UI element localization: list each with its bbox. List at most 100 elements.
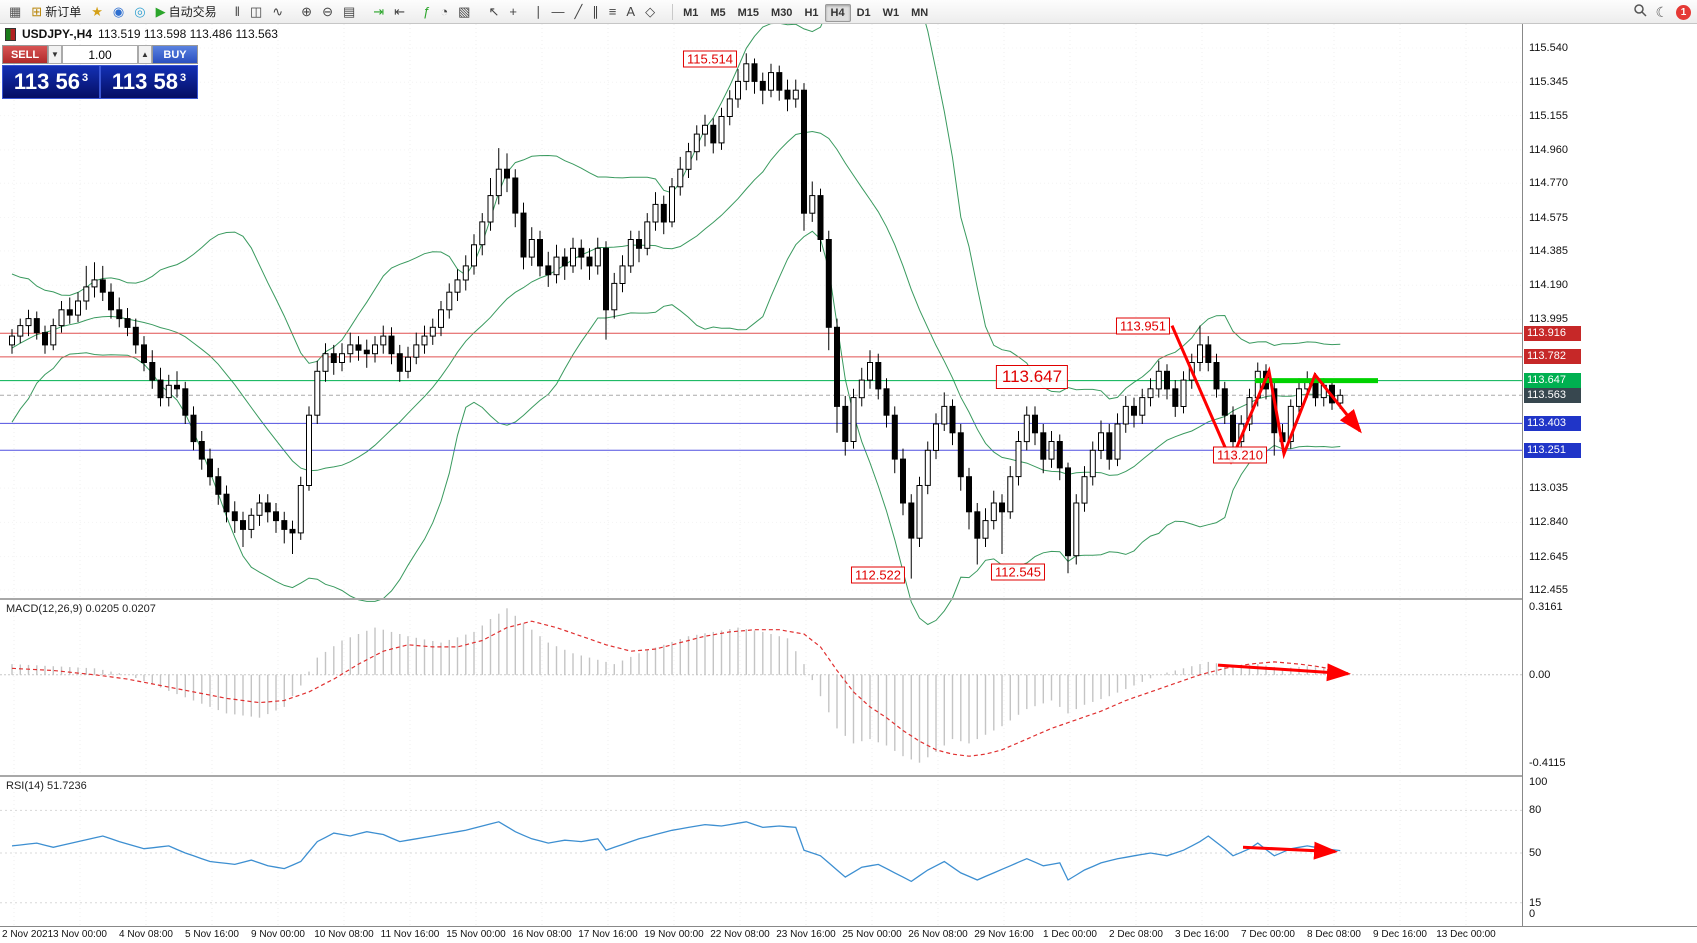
timeframe-button-h4[interactable]: H4 xyxy=(824,3,851,22)
search-icon[interactable] xyxy=(1633,3,1647,22)
macd-pane-separator[interactable] xyxy=(0,598,1697,600)
vertical-line-icon: ∣ xyxy=(534,4,542,19)
price-axis-label: 113.995 xyxy=(1529,313,1568,326)
macd-axis-label: 0.00 xyxy=(1529,668,1551,681)
candlestick-chart-icon[interactable]: ◫ xyxy=(245,1,267,22)
channel-icon: ∥ xyxy=(592,4,599,19)
templates-icon[interactable]: ▧ xyxy=(453,1,475,22)
auto-trading-button-label: 自动交易 xyxy=(168,5,217,19)
vertical-line-icon[interactable]: ∣ xyxy=(530,1,547,22)
price-axis-label: 114.960 xyxy=(1529,143,1568,156)
new-order-button: ⊞ xyxy=(31,4,43,19)
timeframe-button-d1[interactable]: D1 xyxy=(856,6,871,19)
candlesticks xyxy=(9,53,1344,579)
lot-size-input[interactable] xyxy=(62,45,138,64)
time-axis-label: 8 Dec 08:00 xyxy=(1307,929,1361,940)
indicators-icon: ƒ xyxy=(423,4,431,19)
price-axis-label: 112.455 xyxy=(1529,584,1568,596)
timeframe-button-h1[interactable]: H1 xyxy=(804,6,819,19)
price-level-box: 113.782 xyxy=(1524,349,1581,365)
bid-price-point: 3 xyxy=(81,72,89,84)
price-annotation[interactable]: 113.647 xyxy=(995,364,1069,389)
fibonacci-icon: ≡ xyxy=(608,4,617,19)
market-watch-icon[interactable]: ◉ xyxy=(108,1,129,22)
price-axis-label: 115.540 xyxy=(1529,42,1568,54)
time-axis-label: 10 Nov 08:00 xyxy=(314,929,374,940)
buy-button[interactable]: BUY xyxy=(152,45,198,64)
horizontal-line-icon[interactable]: ― xyxy=(546,1,569,22)
tile-windows-icon[interactable]: ▤ xyxy=(338,1,360,22)
rsi-axis-label: 50 xyxy=(1529,847,1542,859)
channel-icon[interactable]: ∥ xyxy=(587,1,604,22)
night-mode-icon[interactable]: ☾ xyxy=(1655,3,1668,20)
shapes-icon[interactable]: ◇ xyxy=(640,1,660,22)
timeframe-button-m30[interactable]: M30 xyxy=(771,6,793,19)
price-annotation[interactable]: 113.210 xyxy=(1212,446,1268,464)
sell-button[interactable]: SELL xyxy=(2,45,48,64)
text-icon[interactable]: A xyxy=(621,1,640,22)
time-axis-label: 3 Nov 00:00 xyxy=(53,929,107,940)
zoom-in-icon[interactable]: ⊕ xyxy=(296,1,317,22)
chart-title: USDJPY-,H4 113.519 113.598 113.486 113.5… xyxy=(5,27,278,41)
price-annotation[interactable]: 113.951 xyxy=(1115,317,1171,335)
timeframe-button-w1[interactable]: W1 xyxy=(882,6,900,19)
price-axis[interactable]: 115.540 115.345 115.155 114.960 114.770 114.5… xyxy=(1522,24,1697,926)
chart-shift-icon[interactable]: ⇤ xyxy=(389,1,410,22)
cursor-icon[interactable]: ↖ xyxy=(483,1,504,22)
zoom-out-icon: ⊖ xyxy=(322,4,333,19)
time-axis[interactable]: 2 Nov 2021 3 Nov 00:00 4 Nov 08:00 5 Nov 16… xyxy=(0,926,1697,943)
price-level-box: 113.916 xyxy=(1524,325,1581,341)
tile-windows-icon: ▤ xyxy=(342,4,356,19)
ask-price-display[interactable]: 113 58 3 xyxy=(100,65,198,99)
zoom-out-icon[interactable]: ⊖ xyxy=(317,1,338,22)
auto-trading-button[interactable]: ▶ 自动交易 xyxy=(151,1,222,22)
timeframe-button-m15[interactable]: M15 xyxy=(737,6,760,19)
price-annotation[interactable]: 115.514 xyxy=(682,50,738,67)
time-axis-label: 13 Dec 00:00 xyxy=(1436,929,1496,940)
price-annotation[interactable]: 112.522 xyxy=(850,566,906,584)
one-click-trading-panel: SELL ▼ ▲ BUY 113 563 113 583 xyxy=(2,45,198,99)
fibonacci-icon[interactable]: ≡ xyxy=(604,1,622,22)
timeframe-button-mn[interactable]: MN xyxy=(911,6,929,19)
time-axis-label: 25 Nov 00:00 xyxy=(842,929,902,940)
rsi-trend-arrow[interactable] xyxy=(1242,841,1338,860)
new-chart-icon[interactable]: ▦ xyxy=(4,1,26,22)
notification-badge[interactable]: 1 xyxy=(1676,4,1691,20)
candlestick-chart-icon: ◫ xyxy=(249,4,263,19)
time-axis-label: 2 Nov 2021 xyxy=(2,929,54,940)
price-axis-label: 112.645 xyxy=(1529,550,1568,563)
time-axis-label: 22 Nov 08:00 xyxy=(710,929,770,940)
trend-arrow-zigzag[interactable] xyxy=(1170,325,1362,465)
periods-icon[interactable]: ◔ xyxy=(435,1,453,22)
wizard-icon: ★ xyxy=(91,4,103,19)
rsi-indicator xyxy=(0,809,1522,904)
rsi-pane-separator[interactable] xyxy=(0,775,1697,777)
trendline-icon[interactable]: ╱ xyxy=(569,1,587,22)
macd-trend-arrow[interactable] xyxy=(1217,663,1351,682)
indicators-icon[interactable]: ƒ xyxy=(418,1,435,22)
lot-increase-button[interactable]: ▲ xyxy=(138,45,152,64)
price-annotation[interactable]: 112.545 xyxy=(990,563,1046,581)
ohlc-values: 113.519 113.598 113.486 113.563 xyxy=(98,27,278,41)
crosshair-icon[interactable]: + xyxy=(504,1,522,22)
chart-icon xyxy=(5,27,16,41)
bar-chart-icon[interactable]: ‖ xyxy=(230,1,245,22)
toolbar-right-group: ☾ 1 xyxy=(1633,0,1691,24)
auto-scroll-icon[interactable]: ⇥ xyxy=(368,1,389,22)
bollinger-bands xyxy=(11,0,1341,626)
time-axis-label: 26 Nov 08:00 xyxy=(908,929,968,940)
timeframe-button-m5[interactable]: M5 xyxy=(710,6,726,19)
timeframe-button-m1[interactable]: M1 xyxy=(683,6,699,19)
line-chart-icon[interactable]: ∿ xyxy=(267,1,288,22)
time-axis-label: 9 Nov 00:00 xyxy=(251,929,305,940)
wizard-icon[interactable]: ★ xyxy=(86,1,108,22)
main-toolbar: ▦ ⊞ 新订单 ★ ◉ ◎ ▶ 自动交易 ‖ ◫ ∿ ⊕ ⊖ ▤ ⇥ ⇤ ƒ ◔ ▧ ↖ + ∣ ― ╱ ∥ ≡ A ◇ M1 M5 M1… xyxy=(0,0,1697,24)
lot-decrease-button[interactable]: ▼ xyxy=(48,45,62,64)
bid-price-display[interactable]: 113 56 3 xyxy=(2,65,100,99)
new-order-button[interactable]: ⊞ 新订单 xyxy=(26,1,86,22)
time-axis-label: 9 Dec 16:00 xyxy=(1373,929,1427,940)
time-axis-label: 15 Nov 00:00 xyxy=(446,929,506,940)
data-window-icon[interactable]: ◎ xyxy=(129,1,150,22)
horizontal-level-lines[interactable] xyxy=(0,332,1522,451)
